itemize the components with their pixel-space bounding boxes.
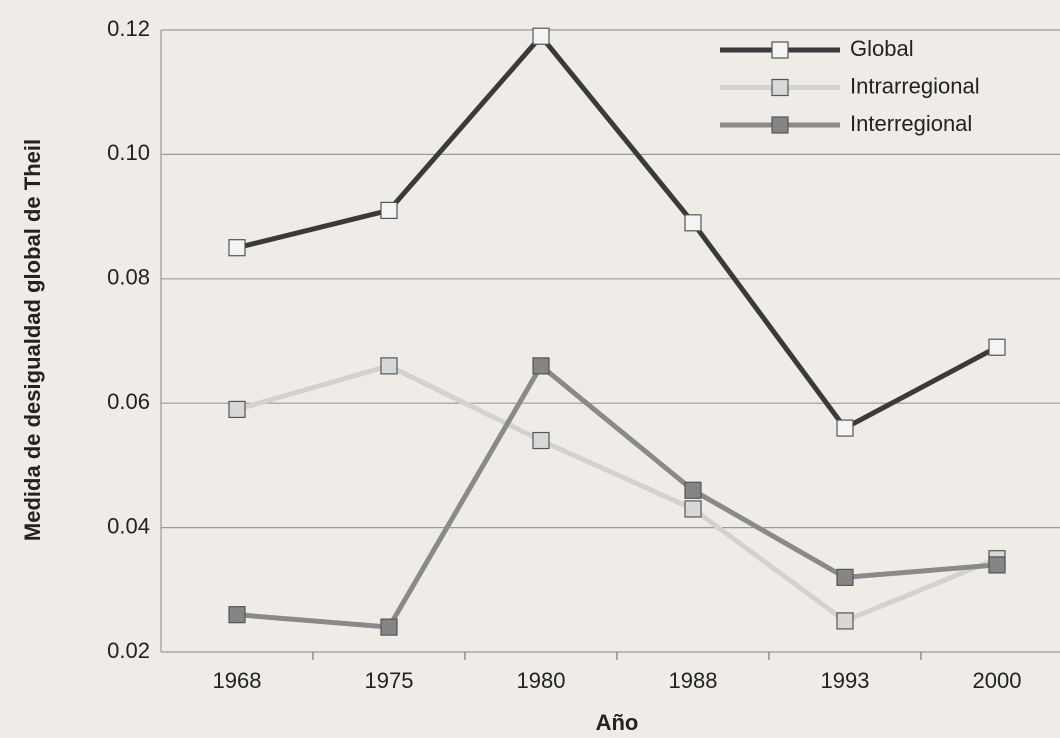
point-marker xyxy=(684,481,702,499)
y-tick-label: 0.12 xyxy=(107,16,150,41)
y-axis-label: Medida de desigualdad global de Theil xyxy=(20,139,45,541)
legend-marker xyxy=(771,78,789,97)
point-marker xyxy=(988,338,1006,356)
legend-marker xyxy=(771,41,789,59)
x-tick-label: 1968 xyxy=(213,668,262,693)
series-line xyxy=(236,363,998,624)
point-marker xyxy=(228,239,246,257)
x-tick-label: 1975 xyxy=(365,668,414,693)
point-marker xyxy=(380,201,398,219)
series-line xyxy=(236,32,999,432)
x-axis-label: Año xyxy=(596,710,639,735)
point-marker xyxy=(836,568,854,586)
series-line xyxy=(236,362,998,630)
point-marker xyxy=(988,556,1006,574)
y-tick-label: 0.08 xyxy=(107,265,150,290)
point-marker xyxy=(684,500,702,518)
y-tick-label: 0.10 xyxy=(107,140,150,165)
point-marker xyxy=(532,431,550,450)
x-tick-label: 1988 xyxy=(669,668,718,693)
point-marker xyxy=(380,618,398,636)
point-marker xyxy=(684,214,702,232)
point-marker xyxy=(836,612,854,630)
point-marker xyxy=(228,400,246,419)
point-marker xyxy=(380,357,398,375)
legend-label: Intrarregional xyxy=(850,73,980,98)
point-marker xyxy=(532,27,550,45)
y-tick-label: 0.06 xyxy=(107,389,150,414)
legend-label: Interregional xyxy=(850,111,972,136)
point-marker xyxy=(228,606,246,624)
legend-label: Global xyxy=(850,36,914,61)
x-tick-label: 1980 xyxy=(517,668,566,693)
point-marker xyxy=(836,419,854,437)
y-tick-label: 0.02 xyxy=(107,638,150,663)
x-tick-label: 1993 xyxy=(821,668,870,693)
x-tick-label: 2000 xyxy=(973,668,1022,693)
y-tick-label: 0.04 xyxy=(107,513,150,538)
point-marker xyxy=(532,357,550,375)
legend-marker xyxy=(771,116,789,134)
